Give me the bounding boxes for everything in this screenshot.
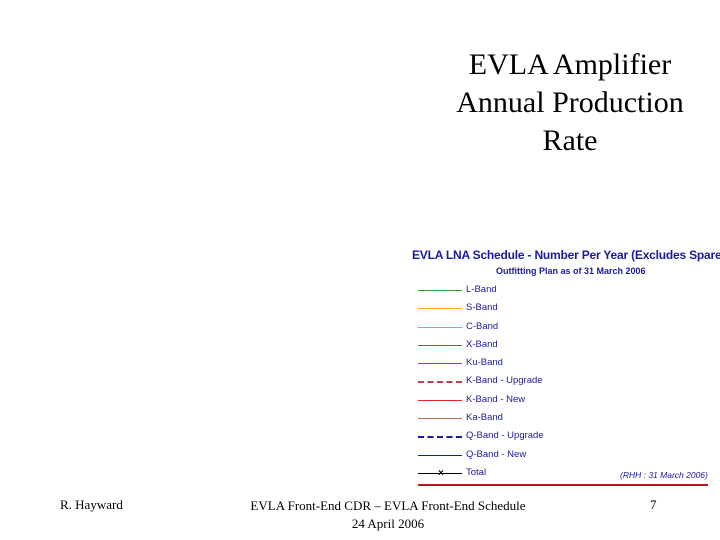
- legend-item: X-Band: [414, 337, 594, 355]
- slide-title-line-2: Annual Production: [456, 86, 684, 119]
- legend-label: Q-Band - New: [466, 448, 527, 460]
- legend-swatch: [418, 436, 462, 439]
- legend-swatch: ×: [418, 468, 462, 479]
- legend-item: C-Band: [414, 319, 594, 337]
- legend-swatch: [418, 418, 462, 420]
- legend-item: × Total: [414, 465, 594, 483]
- legend-label: X-Band: [466, 338, 498, 350]
- slide-title-line-1: EVLA Amplifier: [468, 48, 672, 81]
- footer-page-number: 7: [650, 497, 657, 512]
- legend-item: L-Band: [414, 282, 594, 300]
- legend-item: Ka-Band: [414, 410, 594, 428]
- legend-item: S-Band: [414, 300, 594, 318]
- legend-swatch: [418, 290, 462, 291]
- legend-item: Q-Band - Upgrade: [414, 428, 594, 446]
- legend-label: K-Band - Upgrade: [466, 375, 543, 387]
- legend-swatch: [418, 381, 462, 384]
- x-marker-icon: ×: [438, 467, 444, 479]
- legend-swatch: [418, 363, 462, 365]
- legend-label: Ka-Band: [466, 412, 503, 424]
- legend-swatch: [418, 308, 462, 310]
- legend-swatch: [418, 344, 462, 346]
- legend-label: Ku-Band: [466, 357, 503, 369]
- chart-subtitle: Outfitting Plan as of 31 March 2006: [496, 266, 646, 276]
- chart-baseline: [418, 484, 708, 486]
- slide-title-line-3: Rate: [542, 124, 598, 157]
- footer-author: R. Hayward: [60, 497, 123, 512]
- chart-header: EVLA LNA Schedule - Number Per Year (Exc…: [412, 248, 720, 276]
- legend-item: K-Band - Upgrade: [414, 373, 594, 391]
- legend-item: Q-Band - New: [414, 447, 594, 465]
- footer-center-line-1: EVLA Front-End CDR – EVLA Front-End Sche…: [250, 498, 526, 513]
- legend-swatch: [418, 399, 462, 401]
- footer-center: EVLA Front-End CDR – EVLA Front-End Sche…: [222, 497, 554, 533]
- legend-label: C-Band: [466, 320, 499, 332]
- legend-label: L-Band: [466, 284, 497, 295]
- legend-label: Total: [466, 466, 487, 478]
- legend-swatch: [418, 326, 462, 328]
- chart-credit: (RHH : 31 March 2006): [620, 470, 708, 480]
- chart-title: EVLA LNA Schedule - Number Per Year (Exc…: [412, 248, 720, 262]
- slide-title: EVLA Amplifier Annual Production Rate: [440, 46, 700, 160]
- legend-item: K-Band - New: [414, 392, 594, 410]
- legend-swatch: [418, 454, 462, 456]
- chart-legend: L-Band S-Band C-Band X-Band Ku-Band K-Band - …: [414, 282, 594, 483]
- legend-label: Q-Band - Upgrade: [466, 430, 544, 442]
- legend-label: S-Band: [466, 302, 498, 314]
- footer-center-line-2: 24 April 2006: [351, 516, 425, 531]
- legend-label: K-Band - New: [466, 393, 526, 405]
- legend-item: Ku-Band: [414, 355, 594, 373]
